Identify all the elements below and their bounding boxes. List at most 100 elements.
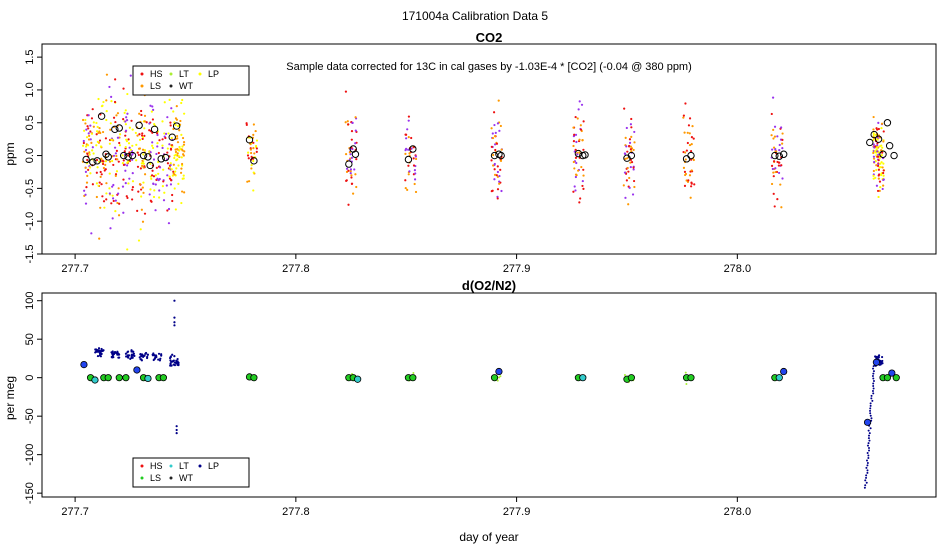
co2-data-point [98, 181, 101, 184]
co2-data-point [252, 171, 255, 174]
co2-data-point [572, 190, 575, 193]
co2-data-point [125, 118, 129, 122]
co2-data-point [572, 126, 575, 129]
co2-data-point [632, 179, 636, 183]
co2-data-point [578, 138, 581, 141]
co2-data-point [112, 154, 116, 157]
o2n2-mean-circle [872, 358, 881, 366]
co2-data-point [350, 182, 354, 185]
co2-data-point [176, 148, 179, 151]
co2-data-point [875, 184, 879, 187]
co2-data-point [352, 192, 355, 195]
co2-data-point [88, 151, 91, 154]
co2-data-point [168, 98, 171, 102]
co2-data-point [875, 148, 878, 151]
co2-data-point [81, 144, 85, 147]
co2-data-point [245, 123, 248, 126]
co2-data-point [123, 111, 126, 115]
co2-data-point [777, 171, 781, 175]
co2-mean-circles [82, 112, 898, 170]
co2-data-point [124, 120, 127, 123]
co2-data-point [682, 166, 686, 169]
co2-data-point [875, 164, 878, 167]
co2-data-point [175, 167, 178, 170]
co2-data-point [101, 162, 105, 166]
o2n2-legend-marker-lp [198, 464, 202, 468]
co2-data-point [579, 124, 582, 127]
co2-data-point [143, 134, 146, 137]
co2-data-point [688, 117, 692, 120]
o2n2-mean-circles [80, 358, 900, 426]
o2n2-data-point [100, 347, 103, 351]
co2-data-point [774, 170, 777, 174]
co2-data-point [136, 165, 140, 168]
co2-data-point [86, 174, 89, 177]
co2-data-point [110, 138, 113, 141]
co2-data-point [354, 142, 357, 145]
co2-legend-lp: LP [208, 69, 219, 79]
co2-mean-circle [144, 153, 152, 161]
co2-data-point [114, 173, 118, 176]
co2-data-point [876, 128, 879, 131]
y-tick-label: -0.5 [24, 179, 36, 198]
co2-data-point [174, 123, 177, 127]
co2-data-point [250, 167, 253, 170]
o2n2-drop-point [872, 365, 875, 368]
co2-data-point [623, 152, 626, 155]
co2-data-point [879, 173, 883, 177]
co2-data-point [773, 135, 777, 138]
co2-data-point [579, 128, 583, 131]
co2-data-point [104, 137, 108, 140]
co2-data-point [490, 127, 493, 130]
co2-data-point [152, 182, 155, 185]
o2n2-data-point [126, 354, 129, 357]
o2n2-drop-point [865, 466, 868, 469]
co2-data-point [95, 130, 99, 133]
co2-data-point [99, 145, 103, 148]
co2-data-point [149, 162, 152, 165]
co2-data-point [112, 163, 115, 167]
o2n2-drop-point [872, 384, 875, 387]
co2-data-point [407, 173, 410, 176]
co2-data-point [161, 120, 164, 123]
co2-data-point [182, 174, 185, 177]
co2-data-point [95, 171, 98, 174]
co2-data-point [169, 147, 173, 150]
co2-data-point [89, 172, 92, 175]
co2-data-point [689, 150, 693, 153]
co2-data-point [493, 123, 496, 127]
o2n2-data-point [881, 359, 884, 363]
co2-data-point [245, 122, 248, 125]
co2-data-point [127, 142, 131, 145]
co2-data-point [127, 182, 130, 185]
co2-data-point [413, 178, 417, 181]
co2-data-point [412, 157, 415, 160]
co2-data-point [161, 138, 164, 141]
co2-data-point [492, 153, 495, 157]
co2-data-point [876, 138, 879, 141]
o2n2-drop-point [872, 367, 875, 370]
co2-data-point [580, 103, 584, 106]
o2n2-data-point [153, 357, 156, 360]
co2-data-point [151, 105, 154, 108]
co2-data-point [405, 137, 408, 140]
x-tick-label: 277.9 [503, 506, 531, 518]
co2-data-point [166, 116, 169, 119]
co2-data-point [349, 168, 353, 171]
co2-mean-circle [687, 151, 695, 160]
co2-data-point [99, 170, 102, 174]
o2n2-drop-point [872, 380, 875, 383]
co2-data-point [137, 190, 140, 193]
co2-data-point [125, 164, 129, 167]
co2-data-point [491, 136, 495, 140]
co2-data-point [872, 157, 876, 160]
co2-data-point [872, 169, 875, 173]
co2-data-point [882, 169, 885, 172]
co2-data-point [633, 130, 636, 134]
co2-data-point [141, 159, 144, 162]
o2n2-drop-point [870, 397, 873, 400]
o2n2-drop-point [865, 459, 868, 462]
co2-data-point [116, 136, 120, 139]
co2-data-point [101, 195, 104, 198]
o2n2-drop-point [869, 402, 872, 405]
